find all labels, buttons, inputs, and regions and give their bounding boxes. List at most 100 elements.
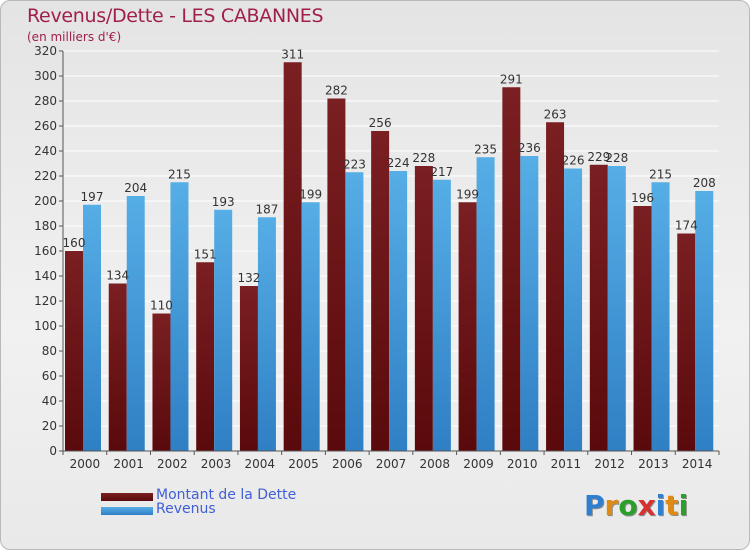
data-label-debt: 110 bbox=[150, 299, 173, 313]
bar-debt bbox=[65, 251, 83, 451]
bar-revenue bbox=[607, 166, 626, 451]
bar-revenue bbox=[126, 196, 145, 451]
bar-debt bbox=[677, 233, 696, 451]
logo-letter: x bbox=[637, 489, 656, 522]
bar-revenue bbox=[651, 182, 670, 451]
data-label-revenue: 215 bbox=[168, 167, 191, 181]
x-tick-label: 2005 bbox=[288, 457, 319, 471]
bar-revenue bbox=[170, 182, 189, 451]
bar-revenue bbox=[214, 209, 233, 451]
chart-title: Revenus/Dette - LES CABANNES bbox=[27, 5, 324, 27]
proxiti-logo: Proxiti bbox=[584, 489, 688, 522]
bars bbox=[65, 62, 714, 451]
data-label-revenue: 224 bbox=[387, 156, 410, 170]
data-label-debt: 228 bbox=[412, 151, 435, 165]
axes bbox=[59, 50, 720, 455]
y-tick-label: 320 bbox=[34, 44, 57, 58]
data-label-revenue: 236 bbox=[518, 141, 541, 155]
bar-debt bbox=[633, 206, 652, 451]
bar-debt bbox=[152, 313, 171, 451]
bar-revenue bbox=[257, 217, 276, 451]
y-tick-label: 260 bbox=[34, 119, 57, 133]
legend-swatch-revenue bbox=[101, 507, 153, 515]
y-tick-label: 300 bbox=[34, 69, 57, 83]
data-label-revenue: 226 bbox=[562, 154, 585, 168]
x-tick-label: 2003 bbox=[201, 457, 232, 471]
y-tick-label: 100 bbox=[34, 319, 57, 333]
bar-debt bbox=[458, 202, 477, 451]
y-tick-label: 0 bbox=[49, 444, 57, 458]
bar-revenue bbox=[695, 191, 714, 451]
x-tick-label: 2002 bbox=[157, 457, 188, 471]
bar-debt bbox=[589, 164, 608, 451]
data-label-revenue: 187 bbox=[255, 202, 278, 216]
bar-debt bbox=[196, 262, 215, 451]
bar-revenue bbox=[345, 172, 364, 451]
chart-subtitle: (en milliers d'€) bbox=[27, 30, 122, 44]
data-label-debt: 174 bbox=[675, 219, 698, 233]
bar-revenue bbox=[564, 168, 583, 451]
x-tick-label: 2013 bbox=[638, 457, 669, 471]
y-tick-label: 20 bbox=[42, 419, 57, 433]
y-tick-label: 200 bbox=[34, 194, 57, 208]
bar-debt bbox=[546, 122, 565, 451]
bar-revenue bbox=[432, 179, 451, 451]
bar-revenue bbox=[520, 156, 539, 451]
tick-labels: 0 20 40 60 80 100 120 140 160 180 200 220 240 260 280 3… bbox=[34, 44, 712, 471]
y-tick-label: 280 bbox=[34, 94, 57, 108]
logo-letter: i bbox=[655, 489, 666, 522]
bar-debt bbox=[327, 98, 346, 451]
x-tick-label: 2004 bbox=[245, 457, 276, 471]
y-tick-label: 120 bbox=[34, 294, 57, 308]
y-tick-label: 80 bbox=[42, 344, 57, 358]
bar-debt bbox=[239, 286, 258, 451]
data-label-revenue: 193 bbox=[212, 195, 235, 209]
bar-debt bbox=[371, 131, 390, 451]
data-label-revenue: 228 bbox=[605, 151, 628, 165]
x-tick-label: 2011 bbox=[551, 457, 582, 471]
x-tick-label: 2012 bbox=[594, 457, 625, 471]
bar-revenue bbox=[389, 171, 408, 451]
bar-revenue bbox=[301, 202, 320, 451]
data-label-debt: 151 bbox=[194, 247, 217, 261]
data-label-debt: 263 bbox=[544, 107, 567, 121]
data-label-debt: 132 bbox=[237, 271, 260, 285]
legend-label-revenue: Revenus bbox=[156, 501, 216, 517]
x-tick-label: 2008 bbox=[419, 457, 450, 471]
data-label-debt: 134 bbox=[106, 269, 129, 283]
data-label-revenue: 223 bbox=[343, 157, 366, 171]
bar-debt bbox=[283, 62, 302, 451]
data-label-revenue: 215 bbox=[649, 167, 672, 181]
logo-letter: r bbox=[604, 489, 619, 522]
y-tick-label: 40 bbox=[42, 394, 57, 408]
y-tick-label: 220 bbox=[34, 169, 57, 183]
x-tick-label: 2000 bbox=[70, 457, 101, 471]
data-label-debt: 199 bbox=[456, 187, 479, 201]
x-tick-label: 2006 bbox=[332, 457, 363, 471]
y-tick-label: 180 bbox=[34, 219, 57, 233]
x-tick-label: 2009 bbox=[463, 457, 494, 471]
bar-revenue bbox=[83, 204, 101, 451]
y-tick-label: 140 bbox=[34, 269, 57, 283]
data-label-debt: 291 bbox=[500, 72, 523, 86]
data-label-revenue: 204 bbox=[124, 181, 147, 195]
y-tick-label: 160 bbox=[34, 244, 57, 258]
data-label-revenue: 217 bbox=[430, 165, 453, 179]
data-label-revenue: 199 bbox=[299, 187, 322, 201]
data-label-debt: 229 bbox=[587, 150, 610, 164]
data-label-debt: 311 bbox=[281, 47, 304, 61]
logo-letter: t bbox=[665, 489, 679, 522]
data-label-revenue: 235 bbox=[474, 142, 497, 156]
x-tick-label: 2010 bbox=[507, 457, 538, 471]
data-label-debt: 282 bbox=[325, 84, 348, 98]
data-label-revenue: 197 bbox=[81, 190, 104, 204]
bar-debt bbox=[502, 87, 521, 451]
bar-revenue bbox=[476, 157, 495, 451]
logo-letter: o bbox=[618, 489, 638, 522]
x-tick-label: 2001 bbox=[113, 457, 144, 471]
bar-debt bbox=[108, 283, 127, 451]
bar-debt bbox=[414, 166, 433, 451]
logo-letter: P bbox=[584, 489, 605, 522]
